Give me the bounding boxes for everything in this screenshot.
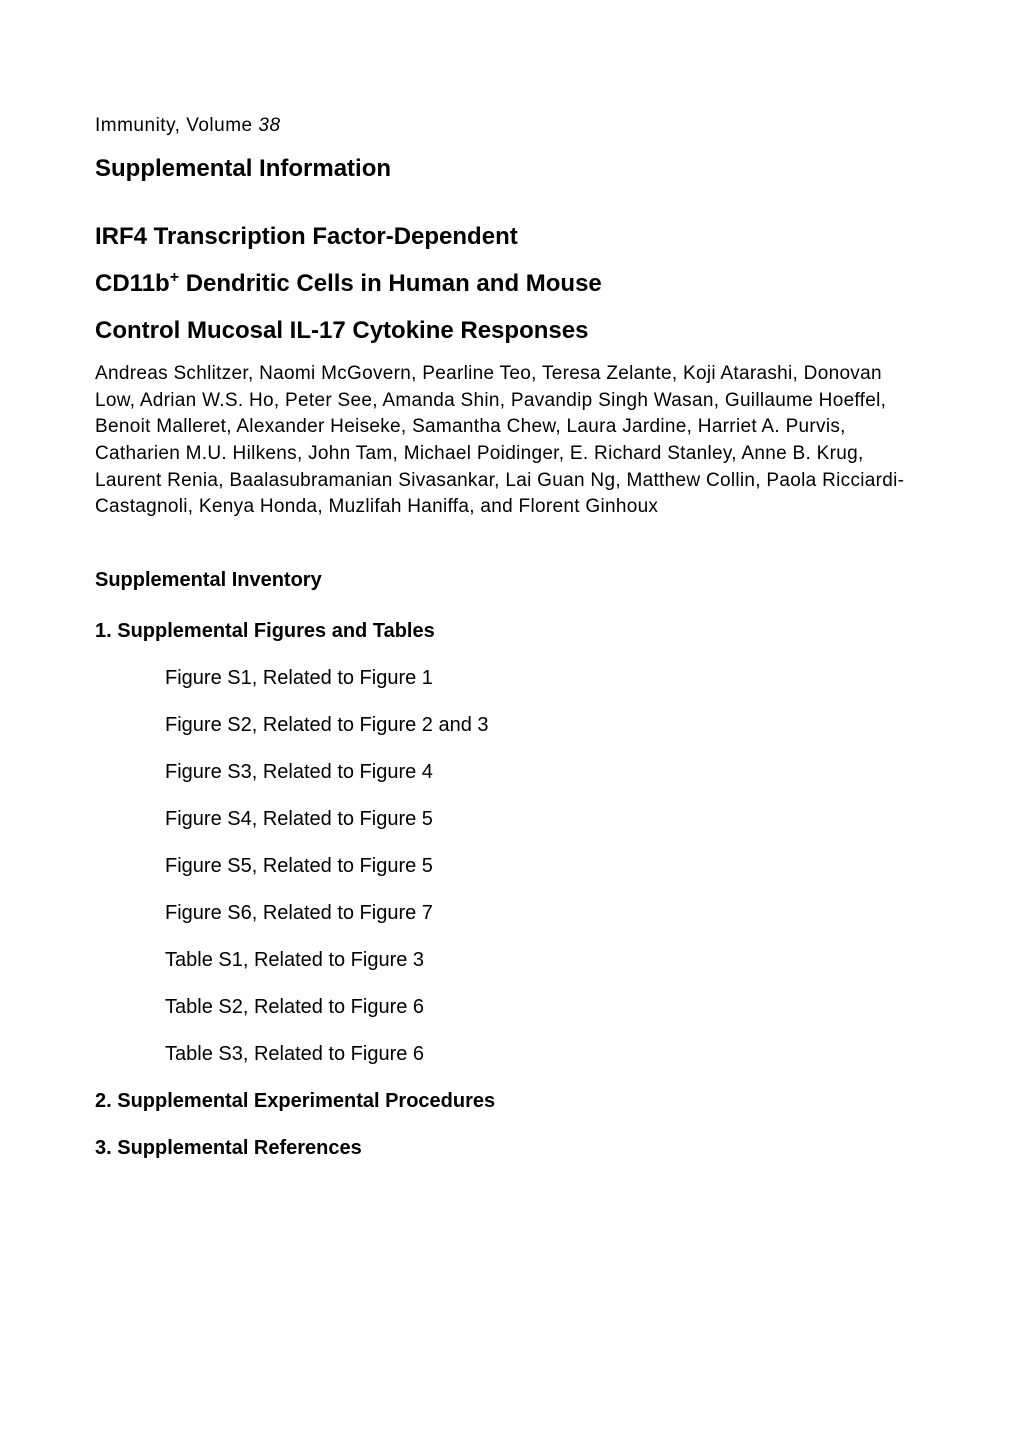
section-3-heading: 3. Supplemental References xyxy=(95,1137,925,1160)
journal-name: Immunity, Volume xyxy=(95,115,258,136)
title-line-2-post: Dendritic Cells in Human and Mouse xyxy=(179,270,602,297)
list-item: Figure S3, Related to Figure 4 xyxy=(165,761,925,784)
list-item: Table S1, Related to Figure 3 xyxy=(165,949,925,972)
journal-citation: Immunity, Volume 38 xyxy=(95,115,925,137)
title-line-3: Control Mucosal IL-17 Cytokine Responses xyxy=(95,315,925,347)
list-item: Table S2, Related to Figure 6 xyxy=(165,996,925,1019)
section-2-heading: 2. Supplemental Experimental Procedures xyxy=(95,1090,925,1113)
journal-volume: 38 xyxy=(258,115,280,136)
supplemental-info-heading: Supplemental Information xyxy=(95,155,925,183)
authors-list: Andreas Schlitzer, Naomi McGovern, Pearl… xyxy=(95,361,925,521)
list-item: Figure S6, Related to Figure 7 xyxy=(165,902,925,925)
list-item: Figure S2, Related to Figure 2 and 3 xyxy=(165,714,925,737)
list-item: Figure S5, Related to Figure 5 xyxy=(165,855,925,878)
section-1-heading: 1. Supplemental Figures and Tables xyxy=(95,620,925,643)
title-line-2-pre: CD11b xyxy=(95,270,170,297)
title-line-1: IRF4 Transcription Factor-Dependent xyxy=(95,221,925,253)
list-item: Figure S4, Related to Figure 5 xyxy=(165,808,925,831)
figure-list: Figure S1, Related to Figure 1 Figure S2… xyxy=(95,667,925,1066)
title-line-2: CD11b+ Dendritic Cells in Human and Mous… xyxy=(95,267,925,300)
title-superscript: + xyxy=(170,269,179,286)
inventory-heading: Supplemental Inventory xyxy=(95,569,925,592)
list-item: Figure S1, Related to Figure 1 xyxy=(165,667,925,690)
list-item: Table S3, Related to Figure 6 xyxy=(165,1043,925,1066)
